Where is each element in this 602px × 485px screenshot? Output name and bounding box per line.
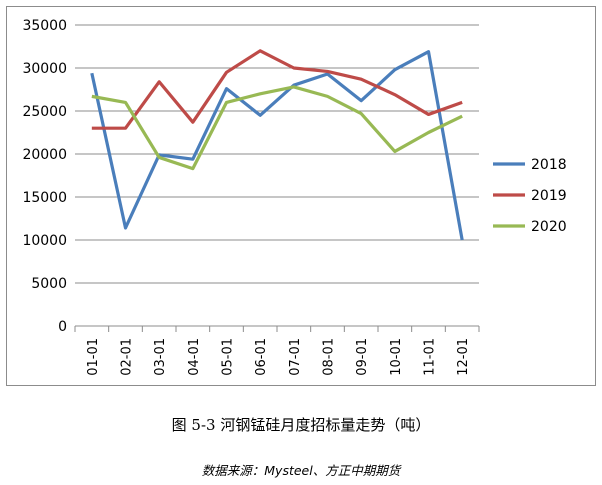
x-tick-label: 10-01: [389, 338, 404, 376]
line-chart: 0 5000 10000 15000 20000 25000 30000 35000 01-01…: [22, 18, 567, 376]
x-tick-label: 07-01: [288, 338, 303, 376]
x-tick-label: 09-01: [355, 338, 370, 376]
legend-label-2018: 2018: [531, 157, 567, 173]
data-source: 数据来源：Mysteel、方正中期期货: [201, 463, 401, 478]
legend-label-2019: 2019: [531, 188, 567, 204]
y-tick-label: 15000: [22, 190, 67, 206]
figure-caption: 图 5-3 河钢锰硅月度招标量走势（吨）: [171, 416, 431, 434]
x-tick-label: 05-01: [221, 338, 236, 376]
series-line-2019: [91, 49, 463, 130]
x-tick-label: 03-01: [153, 338, 168, 376]
y-tick-label: 5000: [31, 276, 67, 292]
x-tick-label: 08-01: [322, 338, 337, 376]
y-tick-label: 30000: [22, 61, 67, 77]
x-tick-label: 06-01: [254, 338, 269, 376]
y-tick-label: 0: [58, 319, 67, 335]
y-tick-label: 10000: [22, 233, 67, 249]
x-tick-label: 11-01: [423, 338, 438, 376]
x-tick-label: 12-01: [456, 338, 471, 376]
x-tick-label: 04-01: [187, 338, 202, 376]
legend-label-2020: 2020: [531, 219, 567, 235]
x-tick-label: 02-01: [120, 338, 135, 376]
y-tick-label: 20000: [22, 147, 67, 163]
x-tick-label: 01-01: [86, 338, 101, 376]
y-tick-label: 35000: [22, 18, 67, 34]
chart-frame: 0 5000 10000 15000 20000 25000 30000 35000 01-01…: [6, 6, 596, 386]
series-line-2020: [91, 85, 463, 171]
series-line-2018: [90, 50, 464, 241]
y-tick-label: 25000: [22, 104, 67, 120]
